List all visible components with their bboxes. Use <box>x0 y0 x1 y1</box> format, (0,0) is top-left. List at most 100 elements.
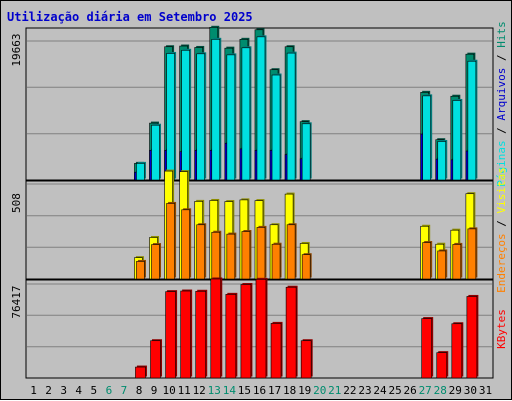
axis-label-part: Arquivos <box>495 68 508 121</box>
x-tick-label-day-27: 27 <box>419 384 432 397</box>
bar-páginas-day-30 <box>467 60 477 181</box>
bar-kbytes-day-17 <box>270 323 282 379</box>
x-tick-label-day-4: 4 <box>75 384 82 397</box>
axis-label-part: Páginas <box>495 140 508 186</box>
x-tick-labels: 1 2 3 4 5 6 7 8 9 10 11 12 13 14 15 16 17 18 19 20 21 22 23 24 2… <box>30 384 492 397</box>
x-tick-label-day-26: 26 <box>403 384 416 397</box>
bar-endereços-day-17 <box>271 243 281 280</box>
bar-endereços-day-28 <box>437 250 447 280</box>
x-tick-label-day-12: 12 <box>193 384 206 397</box>
bar-páginas-day-27 <box>422 95 431 181</box>
bar-endereços-day-19 <box>301 254 311 280</box>
x-tick-label-day-28: 28 <box>434 384 447 397</box>
bar-kbytes-day-12 <box>195 290 207 379</box>
bar-páginas-day-10 <box>166 53 175 181</box>
bar-endereços-day-14 <box>226 233 236 280</box>
bar-endereços-day-12 <box>196 224 206 280</box>
bar-kbytes-day-13 <box>210 278 222 379</box>
bar-kbytes-day-28 <box>436 352 448 379</box>
x-tick-label-day-24: 24 <box>373 384 387 397</box>
bar-páginas-day-15 <box>241 47 251 181</box>
x-tick-label-day-16: 16 <box>253 384 266 397</box>
bar-endereços-day-18 <box>286 224 296 280</box>
panel-kbytes: 76417 KBytes <box>10 277 508 379</box>
axis-label-part: / <box>495 213 508 233</box>
panel-visits: 508 Endereços / Visitas <box>10 167 508 293</box>
bar-páginas-day-29 <box>452 100 462 181</box>
x-tick-label-day-7: 7 <box>121 384 128 397</box>
bar-páginas-day-17 <box>271 74 281 181</box>
x-tick-label-day-6: 6 <box>106 384 113 397</box>
bar-páginas-day-13 <box>211 39 221 181</box>
panel-traffic-max-label: 19663 <box>10 33 23 66</box>
x-tick-label-day-11: 11 <box>178 384 191 397</box>
bar-endereços-day-27 <box>422 242 431 280</box>
bar-kbytes-day-30 <box>466 296 478 379</box>
x-tick-label-day-10: 10 <box>162 384 175 397</box>
chart-panels: 19663 Páginas / Arquivos / Hits 508 Endereç… <box>10 21 508 379</box>
axis-label-part: Hits <box>495 21 508 48</box>
x-tick-label-day-19: 19 <box>298 384 311 397</box>
bar-páginas-day-11 <box>181 49 190 181</box>
bar-kbytes-day-8 <box>135 366 146 379</box>
x-tick-label-day-13: 13 <box>208 384 221 397</box>
axis-label-part: Endereços <box>495 233 508 293</box>
bar-páginas-day-12 <box>196 53 206 181</box>
panel-visits-axis-label: Endereços / Visitas <box>495 167 508 293</box>
axis-label-part: KBytes <box>495 309 508 349</box>
x-tick-label-day-22: 22 <box>343 384 356 397</box>
x-tick-label-day-25: 25 <box>388 384 401 397</box>
x-tick-label-day-21: 21 <box>328 384 341 397</box>
x-tick-label-day-23: 23 <box>358 384 371 397</box>
bar-kbytes-day-11 <box>180 290 191 379</box>
x-tick-label-day-5: 5 <box>90 384 97 397</box>
x-tick-label-day-15: 15 <box>238 384 251 397</box>
bar-páginas-day-16 <box>256 36 266 181</box>
bar-kbytes-day-14 <box>225 294 237 379</box>
x-tick-label-day-29: 29 <box>449 384 462 397</box>
bar-kbytes-day-9 <box>150 340 161 379</box>
bar-páginas-day-14 <box>226 54 236 181</box>
panel-kbytes-max-label: 76417 <box>10 285 23 318</box>
bar-endereços-day-8 <box>136 261 145 280</box>
bar-endereços-day-10 <box>166 203 175 280</box>
x-tick-label-day-1: 1 <box>30 384 37 397</box>
x-tick-label-day-31: 31 <box>479 384 492 397</box>
bar-kbytes-day-10 <box>165 291 176 379</box>
x-tick-label-day-3: 3 <box>60 384 67 397</box>
bar-endereços-day-29 <box>452 244 462 280</box>
panel-traffic-axis-label: Páginas / Arquivos / Hits <box>495 21 508 187</box>
x-tick-label-day-2: 2 <box>45 384 52 397</box>
chart-title: Utilização diária em Setembro 2025 <box>7 10 253 24</box>
bar-endereços-day-15 <box>241 231 251 280</box>
bar-páginas-day-28 <box>437 141 447 181</box>
bar-endereços-day-30 <box>467 228 477 280</box>
bar-endereços-day-16 <box>256 227 266 280</box>
bar-páginas-day-9 <box>151 124 160 181</box>
x-tick-label-day-20: 20 <box>313 384 326 397</box>
axis-label-part: Visitas <box>495 167 508 213</box>
x-tick-label-day-18: 18 <box>283 384 296 397</box>
bar-páginas-day-8 <box>136 163 145 181</box>
x-tick-label-day-30: 30 <box>464 384 477 397</box>
x-tick-label-day-14: 14 <box>223 384 237 397</box>
axis-label-part: / <box>495 48 508 68</box>
panel-traffic: 19663 Páginas / Arquivos / Hits <box>10 21 508 187</box>
bar-kbytes-day-15 <box>240 284 252 379</box>
panel-kbytes-axis-label: KBytes <box>495 309 508 349</box>
bar-páginas-day-18 <box>286 52 296 181</box>
x-tick-label-day-8: 8 <box>136 384 143 397</box>
bar-kbytes-day-18 <box>285 286 297 379</box>
bar-páginas-day-19 <box>301 123 311 181</box>
x-tick-label-day-17: 17 <box>268 384 281 397</box>
bar-kbytes-day-16 <box>255 279 267 379</box>
bar-endereços-day-9 <box>151 244 160 280</box>
bar-endereços-day-13 <box>211 231 221 280</box>
axis-label-part: / <box>495 121 508 141</box>
bar-kbytes-day-29 <box>451 323 463 379</box>
x-tick-label-day-9: 9 <box>151 384 158 397</box>
bar-kbytes-day-27 <box>421 318 432 379</box>
bar-endereços-day-11 <box>181 209 190 280</box>
